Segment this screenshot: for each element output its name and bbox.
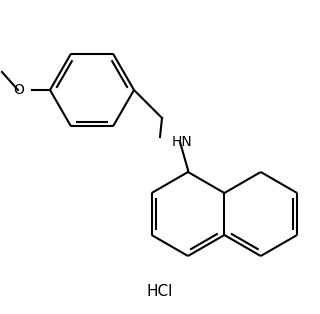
Text: HCl: HCl xyxy=(147,284,173,300)
Text: O: O xyxy=(13,83,24,97)
Text: HN: HN xyxy=(172,135,193,149)
